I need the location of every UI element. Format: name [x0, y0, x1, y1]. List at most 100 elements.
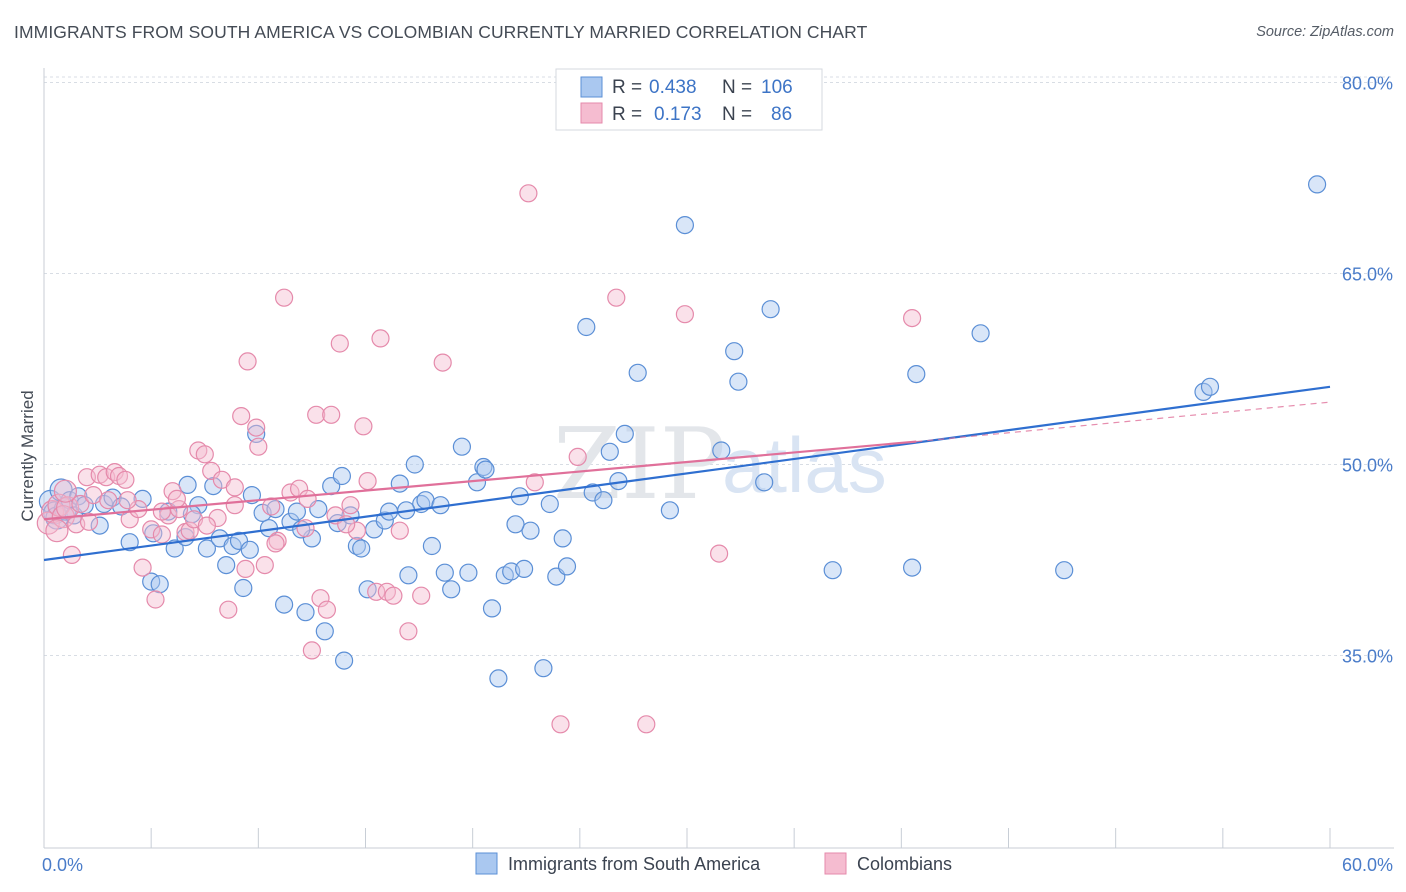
- point-south-america: [474, 457, 493, 477]
- point-colombian: [197, 516, 216, 535]
- point-colombian: [607, 288, 626, 307]
- source-label: Source: ZipAtlas.com: [1256, 24, 1394, 40]
- point-colombian: [637, 715, 656, 734]
- point-south-america: [375, 511, 394, 530]
- point-south-america: [907, 365, 926, 384]
- point-south-america: [600, 442, 619, 461]
- point-south-america: [459, 563, 478, 582]
- y-tick-label: 80.0%: [1342, 74, 1393, 94]
- point-south-america: [514, 559, 534, 579]
- point-south-america: [823, 561, 842, 580]
- legend-r-label-1: R =: [612, 77, 642, 98]
- point-colombian: [268, 531, 287, 551]
- point-south-america: [422, 536, 441, 556]
- point-south-america: [712, 441, 731, 460]
- point-colombian: [225, 478, 244, 497]
- point-colombian: [568, 447, 587, 466]
- point-colombian: [347, 521, 366, 540]
- point-south-america: [217, 555, 236, 575]
- point-colombian: [311, 589, 330, 608]
- point-colombian: [249, 437, 268, 456]
- point-colombian: [247, 418, 266, 437]
- trend-line-colombian: [43, 440, 917, 521]
- x-tick-label: 0.0%: [42, 855, 83, 875]
- point-colombian: [519, 184, 538, 203]
- series-swatch-blue: [475, 852, 498, 875]
- legend-r-label-2: R =: [612, 104, 642, 125]
- point-south-america: [534, 659, 553, 678]
- stats-legend: R = 0.438 N = 106 R = 0.173 N = 86: [555, 68, 823, 131]
- point-colombian: [142, 520, 161, 539]
- point-colombian: [152, 502, 171, 521]
- watermark: ZIP atlas: [553, 408, 887, 522]
- y-axis-label: Currently Married: [18, 390, 37, 521]
- point-south-america: [197, 539, 216, 558]
- point-south-america: [521, 521, 540, 540]
- trend-lines: [43, 385, 1331, 562]
- point-colombian: [902, 309, 922, 328]
- point-south-america: [120, 533, 139, 552]
- trend-line-south-america: [43, 385, 1331, 562]
- point-south-america: [660, 501, 680, 520]
- point-south-america: [615, 424, 634, 443]
- point-south-america: [1055, 561, 1074, 580]
- point-south-america: [90, 516, 109, 535]
- point-south-america: [332, 466, 351, 486]
- point-colombian: [238, 352, 257, 371]
- point-south-america: [729, 372, 748, 391]
- point-colombian: [99, 491, 118, 510]
- point-south-america: [352, 539, 371, 558]
- point-south-america: [150, 575, 169, 594]
- point-south-america: [540, 494, 559, 514]
- point-colombian: [118, 491, 137, 510]
- y-tick-label: 65.0%: [1342, 265, 1393, 285]
- point-colombian: [675, 305, 695, 324]
- point-south-america: [442, 580, 461, 599]
- point-colombian: [384, 586, 403, 605]
- point-south-america: [628, 363, 647, 382]
- point-colombian: [358, 472, 377, 491]
- legend-r-value-1: 0.438: [649, 77, 697, 98]
- point-colombian: [307, 405, 326, 424]
- y-tick-label: 50.0%: [1342, 456, 1393, 476]
- legend-n-value-1: 106: [761, 77, 793, 98]
- point-colombian: [298, 489, 317, 508]
- point-south-america: [725, 342, 744, 361]
- point-colombian: [146, 590, 165, 609]
- x-tick-label: 60.0%: [1342, 855, 1393, 875]
- point-colombian: [302, 641, 321, 660]
- point-colombian: [317, 600, 336, 619]
- point-colombian: [266, 534, 285, 553]
- point-colombian: [152, 525, 171, 544]
- point-colombian: [390, 521, 409, 540]
- point-colombian: [399, 622, 418, 641]
- point-south-america: [390, 474, 409, 493]
- point-colombian: [433, 353, 452, 372]
- point-south-america: [399, 566, 418, 585]
- point-colombian: [167, 489, 186, 508]
- point-colombian: [219, 600, 238, 619]
- point-south-america: [594, 491, 613, 510]
- series-label-blue: Immigrants from South America: [508, 854, 761, 874]
- point-colombian: [208, 508, 227, 528]
- point-south-america: [902, 558, 922, 577]
- point-south-america: [675, 216, 695, 235]
- legend-n-label-1: N =: [722, 77, 752, 98]
- point-south-america: [557, 557, 577, 576]
- point-south-america: [296, 603, 315, 622]
- point-south-america: [240, 540, 259, 559]
- trend-extension-colombian: [916, 401, 1331, 443]
- point-colombian: [225, 496, 244, 515]
- point-colombian: [341, 496, 360, 515]
- point-south-america: [165, 539, 184, 558]
- point-south-america: [1200, 377, 1220, 396]
- point-colombian: [180, 521, 199, 540]
- point-south-america: [435, 563, 454, 582]
- point-south-america: [452, 437, 471, 456]
- point-south-america: [476, 460, 495, 479]
- point-south-america: [234, 578, 253, 598]
- point-colombian: [116, 470, 135, 489]
- point-colombian: [322, 405, 341, 424]
- point-south-america: [482, 599, 502, 618]
- legend-swatch-blue: [580, 76, 603, 98]
